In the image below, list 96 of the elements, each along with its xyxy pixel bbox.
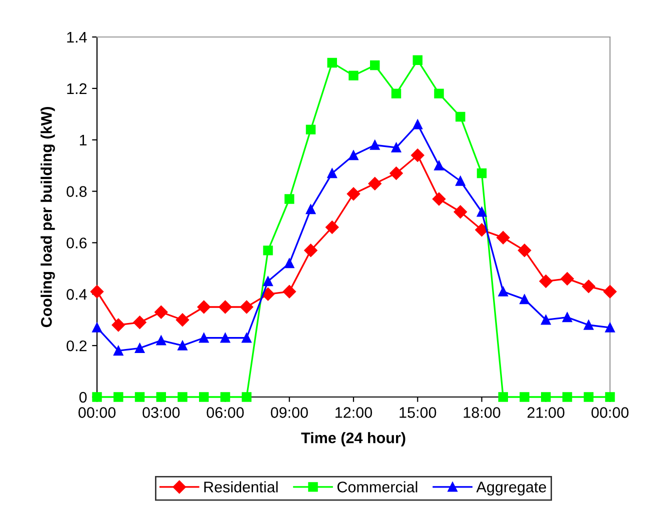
point xyxy=(520,392,530,402)
point xyxy=(391,142,402,152)
point xyxy=(370,60,380,70)
point xyxy=(134,343,145,354)
point xyxy=(346,187,360,200)
point xyxy=(562,392,572,402)
point xyxy=(92,392,102,402)
point xyxy=(541,392,551,402)
point xyxy=(176,313,190,326)
point xyxy=(240,300,254,314)
point xyxy=(412,55,422,66)
point xyxy=(327,58,337,68)
point xyxy=(412,120,422,130)
y-tick-label: 0.6 xyxy=(66,238,87,248)
point xyxy=(178,392,188,402)
point xyxy=(114,392,124,402)
x-tick-label: 09:00 xyxy=(270,407,308,418)
point xyxy=(520,294,530,304)
point xyxy=(605,322,615,332)
point xyxy=(411,148,424,162)
x-tick-label: 15:00 xyxy=(400,407,436,418)
point xyxy=(306,124,316,134)
point xyxy=(456,176,466,186)
point xyxy=(90,284,104,298)
point xyxy=(518,244,532,258)
point xyxy=(199,332,209,343)
point xyxy=(539,274,552,288)
legend-label: Commercial xyxy=(337,481,418,492)
point xyxy=(391,88,402,98)
x-tick-label: 18:00 xyxy=(464,407,500,418)
x-tick-label: 12:00 xyxy=(336,407,372,418)
point xyxy=(242,332,252,343)
point xyxy=(92,322,102,332)
point xyxy=(434,160,444,170)
point xyxy=(154,306,168,319)
point xyxy=(582,280,596,294)
point xyxy=(242,392,252,402)
point xyxy=(605,392,615,402)
point xyxy=(218,300,232,314)
point xyxy=(133,316,146,330)
x-tick-label: 21:00 xyxy=(528,407,564,418)
point xyxy=(368,176,382,190)
point xyxy=(199,392,209,402)
point xyxy=(282,284,296,298)
point xyxy=(197,300,210,314)
point xyxy=(584,392,594,402)
point xyxy=(220,332,230,343)
y-tick-label: 1 xyxy=(80,134,87,146)
point xyxy=(348,150,358,160)
legend-label: Residential xyxy=(204,481,278,492)
point xyxy=(476,206,487,217)
point xyxy=(284,194,294,204)
y-tick-label: 0.8 xyxy=(66,186,87,197)
point xyxy=(327,168,337,178)
x-tick-label: 03:00 xyxy=(142,407,180,418)
point xyxy=(498,392,508,402)
point xyxy=(263,246,273,256)
point xyxy=(454,205,467,218)
x-tick-label: 00:00 xyxy=(591,407,629,418)
point xyxy=(156,336,166,346)
y-tick-label: 1.2 xyxy=(67,83,87,94)
point xyxy=(263,276,273,286)
point xyxy=(434,88,444,98)
x-axis-title: Time (24 hour) xyxy=(301,432,406,446)
point xyxy=(541,314,551,325)
point xyxy=(134,392,145,402)
point xyxy=(496,230,510,244)
y-tick-label: 1.4 xyxy=(67,32,87,43)
point xyxy=(114,346,124,356)
y-axis-title: Cooling load per building (kW) xyxy=(40,107,55,328)
point xyxy=(603,284,617,298)
y-tick-label: 0 xyxy=(79,392,87,403)
point xyxy=(498,286,508,296)
point xyxy=(390,166,403,180)
point xyxy=(584,320,594,330)
point xyxy=(348,70,358,80)
legend-label: Aggregate xyxy=(476,482,546,496)
point xyxy=(112,318,125,332)
point xyxy=(560,272,574,286)
y-tick-label: 0.4 xyxy=(66,289,87,300)
point xyxy=(326,220,339,234)
point xyxy=(284,258,294,268)
x-tick-label: 06:00 xyxy=(206,407,244,418)
x-tick-label: 00:00 xyxy=(78,407,116,418)
point xyxy=(370,140,380,150)
point xyxy=(156,392,166,402)
point xyxy=(220,392,230,402)
y-tick-label: 0.2 xyxy=(66,340,87,352)
point xyxy=(432,192,446,206)
point xyxy=(304,244,318,258)
point xyxy=(306,204,316,214)
point xyxy=(562,312,572,322)
point xyxy=(261,288,275,301)
point xyxy=(178,340,188,350)
point xyxy=(456,112,466,122)
point xyxy=(476,168,487,178)
